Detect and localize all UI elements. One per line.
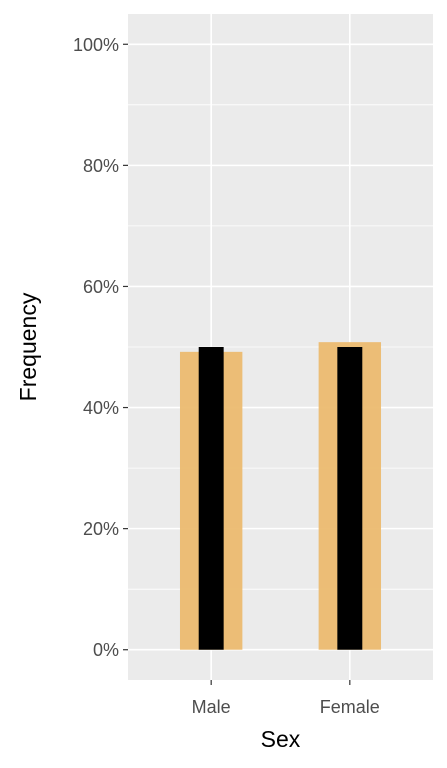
y-tick-label: 0% <box>93 640 119 660</box>
y-tick-label: 80% <box>83 156 119 176</box>
x-tick-label: Female <box>320 697 380 717</box>
bar-foreground-male <box>198 347 224 650</box>
bar-foreground-female <box>337 347 363 650</box>
x-axis-title: Sex <box>261 726 301 752</box>
x-tick-label: Male <box>192 697 231 717</box>
y-axis-title: Frequency <box>15 292 41 401</box>
y-tick-label: 20% <box>83 519 119 539</box>
y-tick-label: 100% <box>73 35 119 55</box>
y-tick-label: 60% <box>83 277 119 297</box>
y-tick-label: 40% <box>83 398 119 418</box>
